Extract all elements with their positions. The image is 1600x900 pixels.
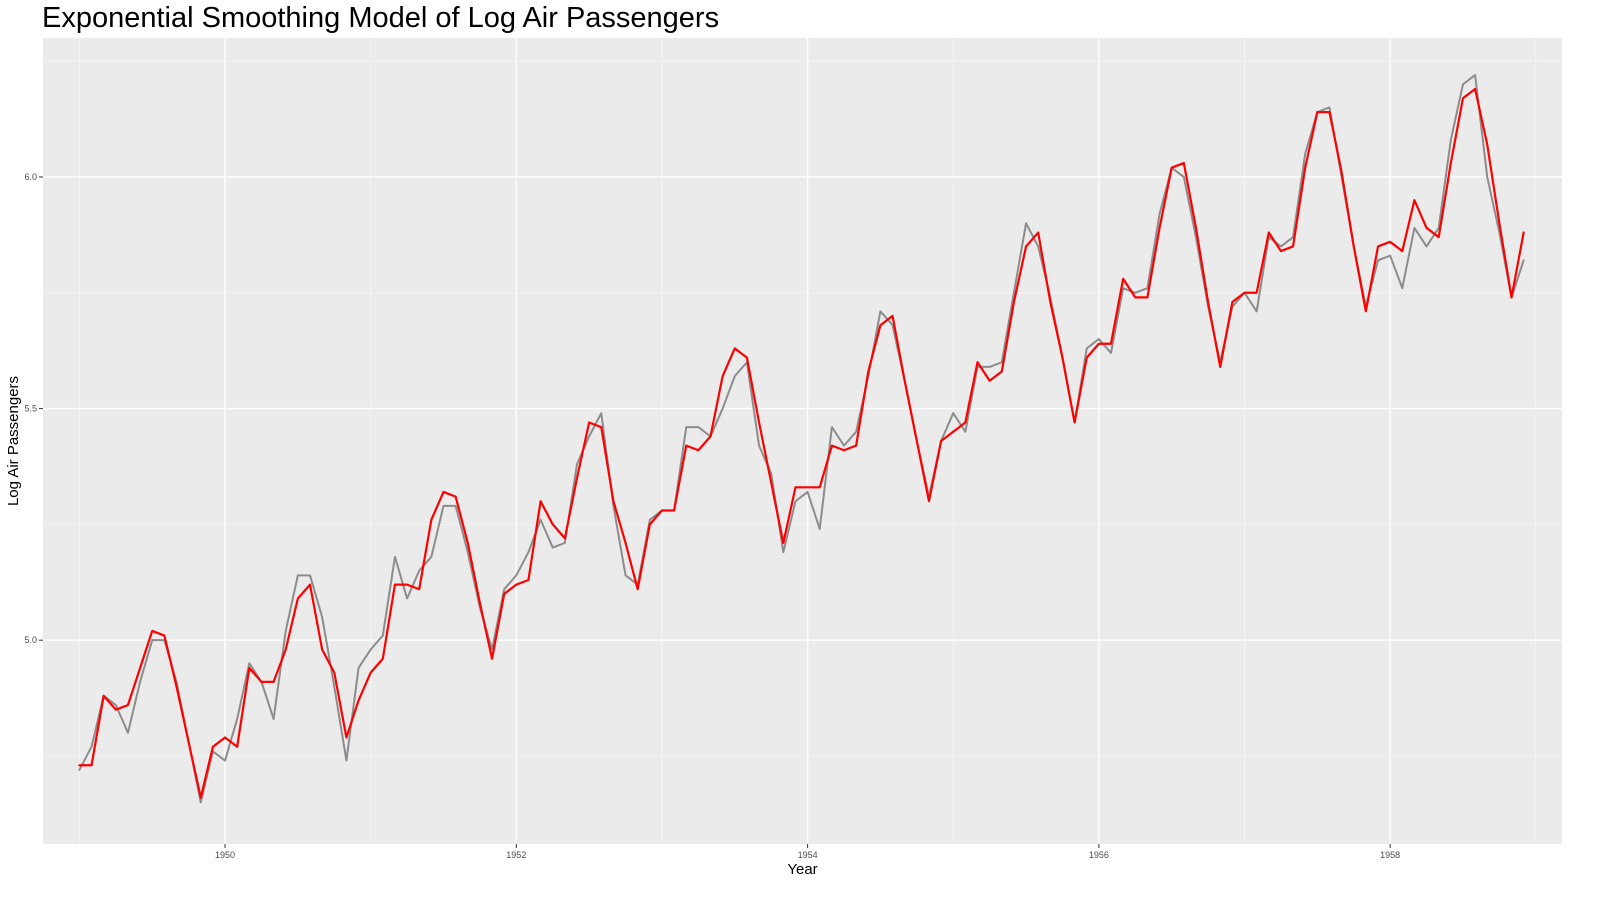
x-axis-title: Year [787,861,817,878]
y-tick-label: 5.5 [24,404,37,414]
series-layer [78,74,1525,804]
major-gridlines [43,38,1562,844]
x-tick-label: 1952 [506,850,526,860]
plot-panel-background [43,38,1562,844]
y-tick-label: 6.0 [24,172,37,182]
observed-series-line [78,74,1525,804]
fitted-series-line [78,87,1525,799]
axes-layer: 1950 1952 1954 1956 1958 5.0 5.5 6.0 [24,172,1400,860]
y-axis-title: Log Air Passengers [5,376,22,506]
chart-title: Exponential Smoothing Model of Log Air P… [42,2,720,34]
x-tick-label: 1958 [1380,850,1400,860]
x-tick-label: 1950 [215,850,235,860]
y-tick-label: 5.0 [24,635,37,645]
minor-gridlines [43,38,1562,844]
x-tick-label: 1954 [798,850,818,860]
x-tick-label: 1956 [1089,850,1109,860]
